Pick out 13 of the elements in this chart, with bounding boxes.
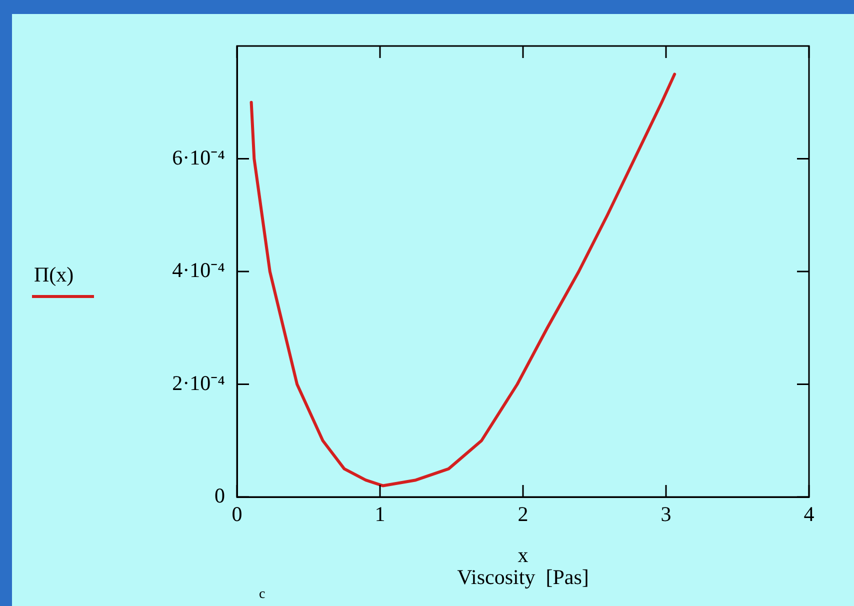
y-tick-label: 4·10⁻⁴ bbox=[172, 258, 225, 282]
x-tick-label: 2 bbox=[518, 502, 528, 526]
x-tick-label: 4 bbox=[804, 502, 815, 526]
y-tick-label: 2·10⁻⁴ bbox=[172, 370, 225, 395]
x-tick-label: 0 bbox=[232, 502, 242, 526]
y-tick-label: 6·10⁻⁴ bbox=[172, 145, 225, 170]
text: c bbox=[259, 587, 266, 602]
text: Π(x) bbox=[34, 262, 74, 286]
x-tick-label: 3 bbox=[660, 502, 672, 526]
x-axis-title: x bbox=[518, 543, 529, 567]
x-tick-label: 1 bbox=[374, 502, 386, 526]
text: Viscosity [Pas] bbox=[457, 565, 589, 589]
y-tick-label: 0 bbox=[214, 484, 225, 508]
